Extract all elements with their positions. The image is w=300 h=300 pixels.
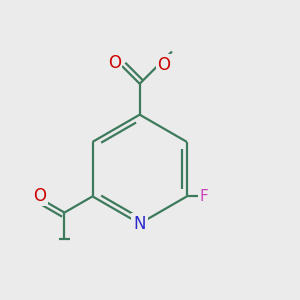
Text: O: O (158, 56, 170, 74)
Text: O: O (108, 54, 121, 72)
Text: F: F (199, 189, 208, 204)
Text: N: N (134, 214, 146, 232)
Text: O: O (33, 187, 46, 205)
